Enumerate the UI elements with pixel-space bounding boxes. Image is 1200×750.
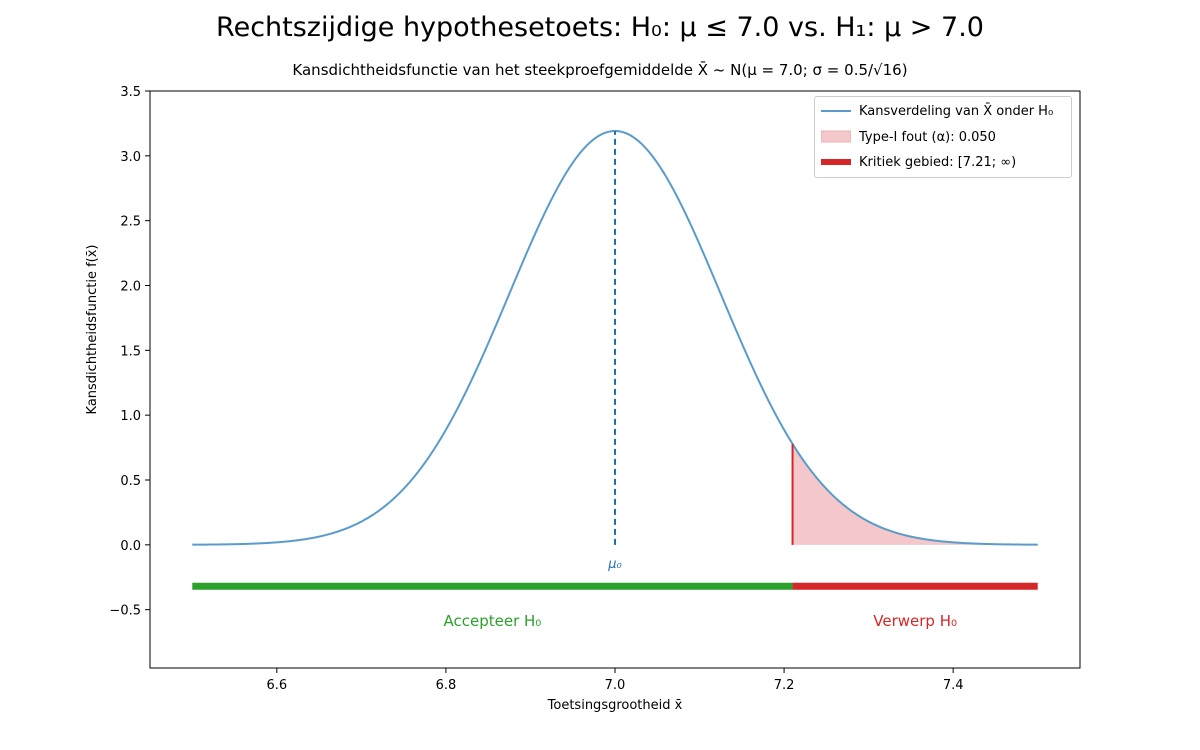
y-tick-label: 0.0 — [120, 539, 141, 554]
x-tick-label: 7.2 — [774, 678, 795, 693]
x-tick-label: 6.6 — [266, 678, 287, 693]
mu0-label: μ₀ — [607, 557, 622, 572]
y-tick-label: 2.5 — [120, 215, 141, 230]
legend: Kansverdeling van X̄ onder H₀ Type-I fou… — [814, 96, 1072, 178]
legend-label-alpha: Type-I fout (α): 0.050 — [859, 129, 996, 145]
x-tick-label: 7.4 — [943, 678, 964, 693]
chart-title: Rechtszijdige hypothesetoets: H₀: μ ≤ 7.… — [0, 12, 1200, 43]
accept-label: Accepteer H₀ — [444, 612, 542, 630]
y-tick-label: 1.0 — [120, 409, 141, 424]
legend-swatch-alpha — [821, 130, 851, 143]
reject-label: Verwerp H₀ — [873, 612, 957, 630]
y-tick-label: −0.5 — [109, 604, 141, 619]
legend-label-critical: Kritiek gebied: [7.21; ∞) — [859, 154, 1017, 170]
alpha-area — [792, 443, 1038, 545]
x-tick-label: 6.8 — [436, 678, 457, 693]
y-tick-label: 3.5 — [120, 85, 141, 100]
legend-label-curve: Kansverdeling van X̄ onder H₀ — [859, 103, 1054, 119]
y-tick-label: 3.0 — [120, 150, 141, 165]
y-tick-label: 2.0 — [120, 279, 141, 294]
x-tick-label: 7.0 — [605, 678, 626, 693]
y-axis-label: Kansdichtheidsfunctie f(x̄) — [85, 245, 100, 415]
chart-subtitle: Kansdichtheidsfunctie van het steekproef… — [0, 61, 1200, 79]
chart-title-text: Rechtszijdige hypothesetoets: H₀: μ ≤ 7.… — [216, 12, 984, 43]
chart-subtitle-text: Kansdichtheidsfunctie van het steekproef… — [292, 61, 908, 79]
y-tick-label: 0.5 — [120, 474, 141, 489]
x-axis-label: Toetsingsgrootheid x̄ — [547, 698, 683, 713]
legend-swatch-curve — [821, 110, 851, 112]
legend-swatch-critical — [821, 159, 851, 165]
y-tick-label: 1.5 — [120, 344, 141, 359]
